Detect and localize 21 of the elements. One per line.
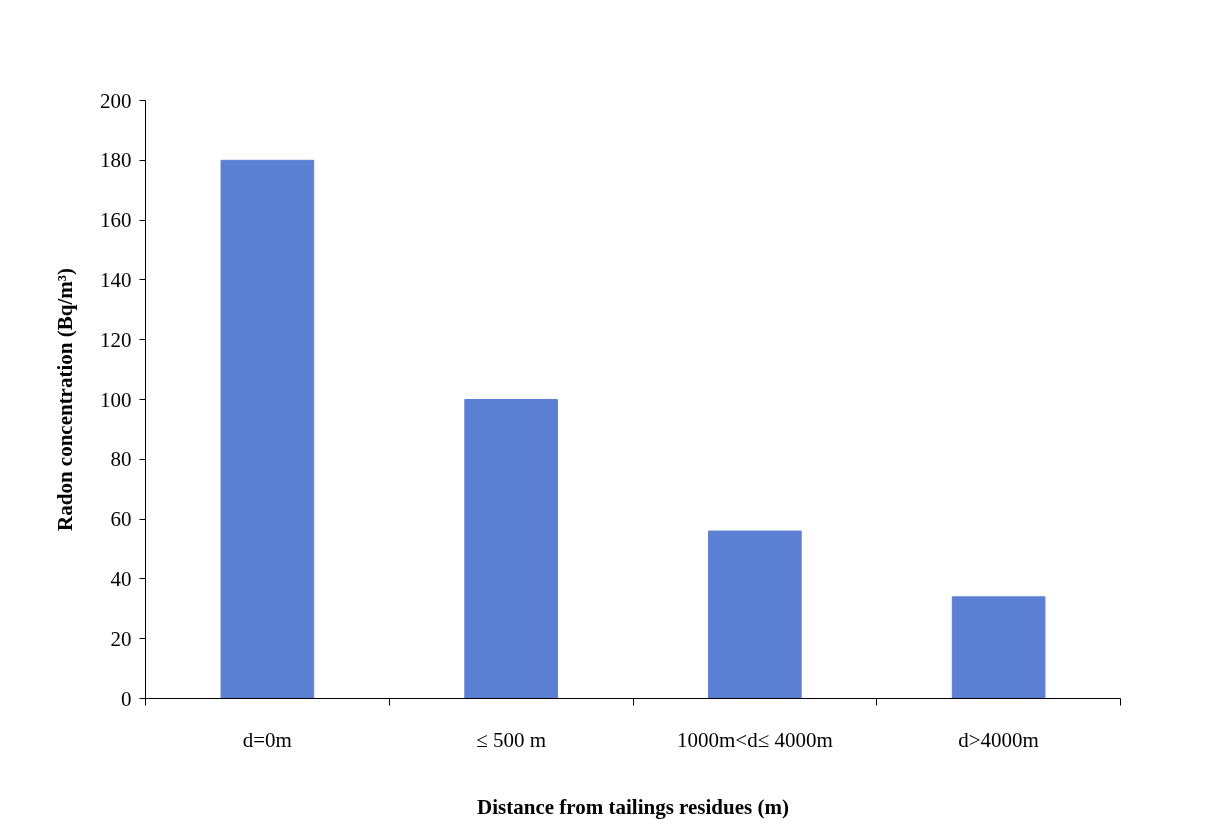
y-tick-label: 200	[100, 88, 132, 113]
y-tick-label: 20	[110, 626, 132, 651]
bar	[708, 530, 802, 699]
y-tick-label: 40	[110, 566, 132, 591]
y-tick-label: 140	[100, 267, 132, 292]
y-tick-label: 180	[100, 148, 132, 173]
x-tick-label: 1000m<d≤ 4000m	[676, 727, 833, 752]
x-tick-label: d>4000m	[958, 727, 1039, 752]
y-tick-label: 100	[100, 387, 132, 412]
bar	[464, 399, 558, 699]
bar	[951, 596, 1046, 699]
x-axis-title: Distance from tailings residues (m)	[477, 794, 789, 819]
y-tick-label: 120	[100, 327, 132, 352]
y-tick-label: 60	[110, 507, 132, 532]
x-tick-label: d=0m	[242, 727, 292, 752]
bar	[220, 159, 315, 699]
y-axis-title: Radon concentration (Bq/m³)	[53, 268, 77, 531]
x-tick-label: ≤ 500 m	[476, 727, 547, 752]
y-tick-label: 160	[100, 208, 132, 233]
y-tick-label: 0	[121, 686, 132, 711]
y-tick-label: 80	[110, 447, 132, 472]
